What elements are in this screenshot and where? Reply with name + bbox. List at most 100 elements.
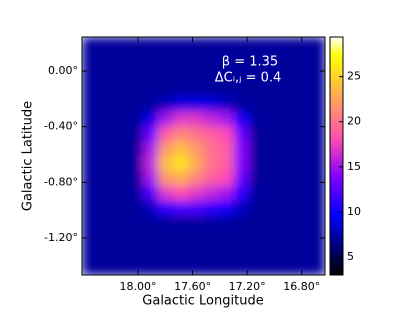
heat-cell	[218, 200, 235, 216]
heat-cell	[173, 96, 189, 112]
heat-cell	[112, 245, 129, 261]
heat-cell	[264, 141, 280, 157]
heat-cell	[233, 126, 250, 142]
heat-cell	[294, 170, 311, 187]
heat-cell	[309, 51, 325, 68]
heat-cell	[203, 230, 220, 246]
heat-cell	[188, 156, 204, 172]
heat-cell	[294, 230, 311, 246]
heat-cell	[127, 96, 144, 112]
heat-cell	[249, 81, 265, 97]
x-tick-label: 18.00°	[119, 280, 156, 293]
heat-cell	[309, 215, 325, 231]
heat-cell	[188, 185, 204, 202]
heat-cell	[157, 185, 174, 202]
heat-cell	[294, 81, 311, 97]
heat-cell	[203, 51, 220, 68]
heat-cell	[279, 156, 296, 172]
heat-cell	[218, 126, 235, 142]
heat-cell	[203, 141, 220, 157]
heat-cell	[127, 66, 144, 83]
heat-cell	[82, 81, 98, 97]
heat-cell	[142, 37, 159, 53]
heat-cell	[157, 200, 174, 216]
heat-cell	[142, 230, 159, 246]
heat-cell	[203, 96, 220, 112]
heat-cell	[218, 111, 235, 127]
heat-cell	[203, 37, 220, 53]
heat-cell	[249, 215, 265, 231]
heat-cell	[309, 230, 325, 246]
plot-frame	[81, 36, 326, 276]
heat-cell	[82, 156, 98, 172]
heat-cell	[173, 245, 189, 261]
heat-cell	[142, 156, 159, 172]
heat-cell	[279, 51, 296, 68]
heat-cell	[249, 111, 265, 127]
heat-cell	[188, 111, 204, 127]
heat-cell	[97, 185, 113, 202]
heat-cell	[157, 141, 174, 157]
heat-cell	[279, 230, 296, 246]
heat-cell	[157, 170, 174, 187]
heat-cell	[142, 215, 159, 231]
heat-cell	[127, 230, 144, 246]
heat-cell	[142, 96, 159, 112]
heat-cell	[218, 185, 235, 202]
heat-cell	[249, 51, 265, 68]
heat-cell	[97, 37, 113, 53]
heat-cell	[264, 200, 280, 216]
heat-cell	[294, 260, 311, 275]
y-tick-label: 0.00°	[48, 64, 78, 77]
heat-cell	[218, 81, 235, 97]
heat-cell	[188, 66, 204, 83]
annotation: β = 1.35	[222, 55, 278, 70]
heat-cell	[203, 260, 220, 275]
colorbar-tick-label: 20	[347, 115, 361, 128]
colorbar-tick-label: 5	[347, 250, 354, 263]
heat-cell	[264, 66, 280, 83]
heat-cell	[97, 156, 113, 172]
heat-cell	[233, 81, 250, 97]
heat-cell	[233, 66, 250, 83]
heatmap	[82, 37, 325, 275]
heat-cell	[233, 215, 250, 231]
heat-cell	[249, 170, 265, 187]
heat-cell	[264, 170, 280, 187]
colorbar-tick-label: 15	[347, 160, 361, 173]
heat-cell	[97, 66, 113, 83]
heat-cell	[112, 96, 129, 112]
heat-cell	[279, 170, 296, 187]
heat-cell	[264, 245, 280, 261]
heat-cell	[142, 81, 159, 97]
heat-cell	[233, 111, 250, 127]
heat-cell	[294, 111, 311, 127]
heat-cell	[249, 141, 265, 157]
heat-cell	[127, 126, 144, 142]
heat-cell	[249, 96, 265, 112]
heat-cell	[157, 37, 174, 53]
heat-cell	[127, 245, 144, 261]
heat-cell	[279, 141, 296, 157]
heat-cell	[279, 200, 296, 216]
heat-cell	[112, 81, 129, 97]
heat-cell	[309, 96, 325, 112]
heat-cell	[188, 260, 204, 275]
heat-cell	[97, 230, 113, 246]
heat-cell	[173, 185, 189, 202]
heat-cell	[294, 96, 311, 112]
heat-cell	[233, 170, 250, 187]
heat-cell	[173, 126, 189, 142]
heat-cell	[294, 141, 311, 157]
heat-cell	[82, 66, 98, 83]
heat-cell	[112, 51, 129, 68]
heat-cell	[188, 81, 204, 97]
heat-cell	[127, 111, 144, 127]
heat-cell	[249, 37, 265, 53]
heat-cell	[218, 66, 235, 83]
heat-cell	[264, 230, 280, 246]
heat-cell	[97, 170, 113, 187]
heat-cell	[127, 81, 144, 97]
y-axis-label: Galactic Latitude	[21, 101, 36, 211]
heat-cell	[203, 170, 220, 187]
